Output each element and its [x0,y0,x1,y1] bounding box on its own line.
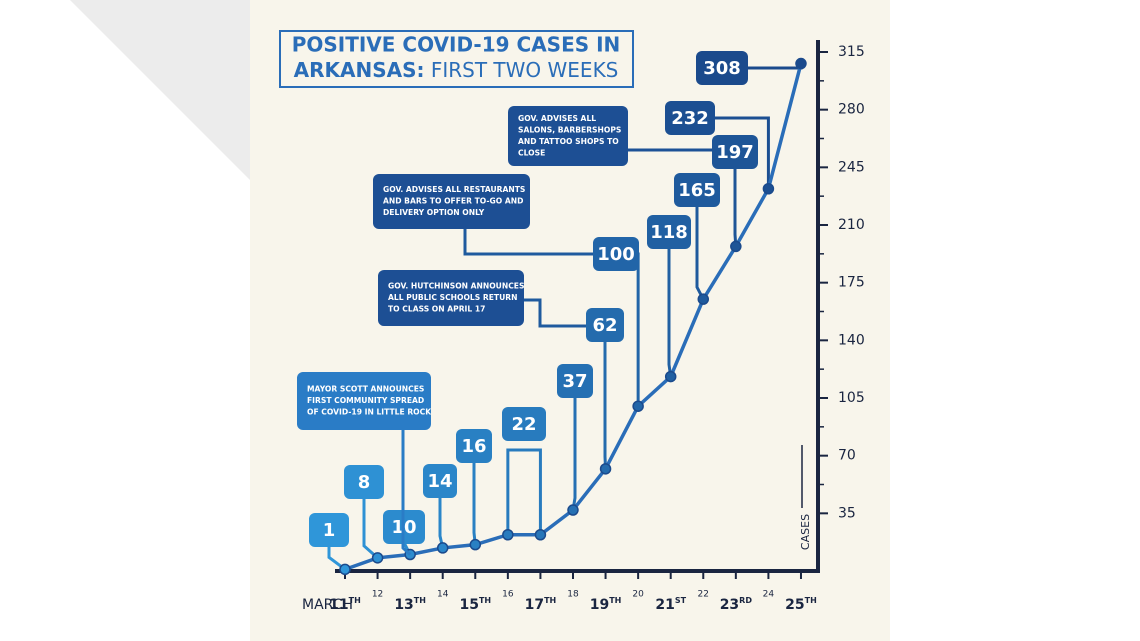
value-label-box [344,465,384,499]
annotations: MAYOR SCOTT ANNOUNCES FIRST COMMUNITY SPR… [297,106,628,556]
y-tick-label: 315 [838,44,865,60]
y-tick-label: 140 [838,332,865,348]
chart-title: POSITIVE COVID-19 CASES IN [292,33,621,57]
x-tick-label: 19TH [590,596,622,614]
connector [463,229,596,256]
value-label: 37 [562,371,587,392]
annotation-text: SALONS, BARBERSHOPS [518,125,621,134]
data-point [469,538,482,551]
connector [603,325,608,469]
value-label: 118 [650,222,688,243]
y-tick-label: 210 [838,217,865,233]
value-label: 16 [461,436,486,457]
data-point [762,183,775,195]
data-point [534,529,547,541]
y-tick-label: 35 [838,505,856,521]
value-label: 62 [592,315,617,336]
x-tick-label: 12 [372,590,383,600]
x-tick-label: 13TH [394,596,426,614]
value-label: 14 [427,471,452,492]
decor [70,0,250,180]
data-point [371,552,384,564]
connectors [463,148,714,328]
value-label-box [423,464,457,498]
title-box [279,30,634,88]
value-label-box [712,135,758,169]
x-tick-label: 25TH [785,596,817,614]
value-label-box [674,173,720,207]
annotation-text: FIRST COMMUNITY SPREAD [307,396,424,405]
annotation-text: DELIVERY OPTION ONLY [383,208,485,217]
annotation-text: GOV. ADVISES ALL [518,114,596,123]
data-point [567,504,579,516]
data-point [599,463,612,475]
annotation-text: AND TATTOO SHOPS TO [518,137,619,146]
connector [667,232,673,377]
x-tick-label: 22 [698,590,709,600]
annotation-text: GOV. ADVISES ALL RESTAURANTS [383,185,525,194]
y-tick-label: 105 [838,390,865,406]
value-label-box [665,101,715,135]
value-label-box [502,407,546,441]
connector [690,116,770,189]
annotation-text: CLOSE [518,148,545,157]
data-point [436,542,449,554]
y-tick-label: 175 [838,275,865,291]
data-point [664,370,677,383]
value-label: 197 [716,142,754,163]
x-tick-label: 20 [632,590,644,600]
connector [506,448,542,535]
data-point [632,400,644,412]
connector [362,482,379,559]
value-label-box [309,513,349,547]
x-tick-label: 16 [502,590,514,600]
value-label: 1 [323,520,336,541]
data-point [697,293,710,305]
value-label-box [586,308,624,342]
value-label: 100 [597,244,635,265]
annotation-box [378,270,524,326]
value-label: 22 [511,414,536,435]
value-label-box [593,237,639,271]
data-point [730,240,742,253]
annotation-text: TO CLASS ON APRIL 17 [388,305,485,314]
annotation-text: AND BARS TO OFFER TO-GO AND [383,197,523,206]
chart-title: ARKANSAS: FIRST TWO WEEKS [294,58,619,82]
value-label: 232 [671,108,709,129]
data-point [502,529,514,541]
x-tick-label: 23RD [720,596,753,614]
value-label: 308 [703,58,741,79]
annotation-text: OF COVID-19 IN LITTLE ROCK [307,408,432,417]
value-label: 8 [358,472,371,493]
value-label-box [456,429,492,463]
data-point [339,563,351,576]
value-label-box [696,51,748,85]
value-label-box [647,215,691,249]
annotation-box [297,372,431,430]
x-tick-label: 14 [437,590,449,600]
y-tick-label: 70 [838,448,856,464]
x-tick-label: 21ST [655,596,686,614]
y-tick-label: 245 [838,159,865,175]
x-tick-label: 11TH [329,596,361,614]
x-tick-label: 18 [567,590,579,600]
annotation-box [373,174,530,229]
connector [401,430,412,556]
value-label-box [557,364,593,398]
y-axis-label: CASES [799,514,812,550]
x-tick-label: 17TH [525,596,557,614]
annotation-text: MAYOR SCOTT ANNOUNCES [307,385,424,394]
data-point [795,57,807,70]
annotation-text: GOV. HUTCHINSON ANNOUNCES [388,282,524,291]
annotation-box [508,106,628,166]
x-tick-label: 15TH [459,596,491,614]
y-tick-label: 280 [838,102,865,118]
connector [524,298,590,328]
x-axis-label: MARCH [302,597,353,613]
x-tick-label: 24 [763,590,775,600]
value-label: 165 [678,180,716,201]
annotation-text: ALL PUBLIC SCHOOLS RETURN [388,293,517,302]
